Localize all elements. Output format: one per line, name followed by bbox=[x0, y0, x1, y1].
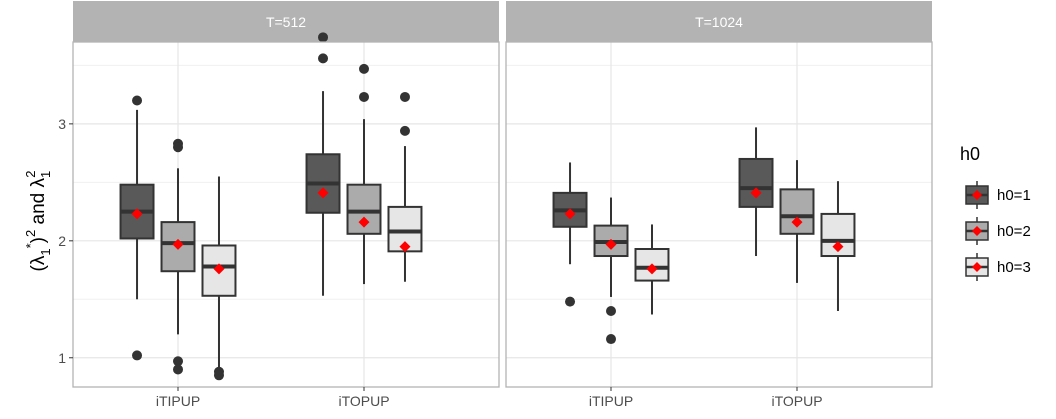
outlier-point bbox=[318, 32, 329, 43]
outlier-point bbox=[318, 53, 329, 64]
mean-marker bbox=[832, 241, 844, 253]
y-axis-title: (λ1*)2 and λ12 bbox=[23, 171, 53, 272]
box-iTOPUP-h0=3 bbox=[387, 91, 423, 282]
legend: h0 h0=1 h0=2 h0=3 bbox=[960, 144, 1031, 281]
legend-mean-marker bbox=[972, 226, 982, 236]
panel-strip bbox=[73, 1, 499, 42]
outlier-point bbox=[399, 91, 410, 102]
outlier-point bbox=[173, 356, 184, 367]
box-iTOPUP-h0=1 bbox=[305, 32, 341, 296]
legend-entry-h0=3: h0=3 bbox=[965, 253, 1031, 281]
outlier-point bbox=[213, 370, 224, 381]
mean-marker bbox=[750, 187, 762, 199]
panel-border bbox=[72, 41, 500, 388]
outlier-point bbox=[132, 95, 143, 106]
x-tick-label: iTOPUP bbox=[338, 393, 389, 409]
box-iTOPUP-h0=1 bbox=[738, 127, 774, 257]
box-body bbox=[160, 221, 196, 273]
box-iTIPUP-h0=2 bbox=[593, 197, 629, 345]
box-iTIPUP-h0=1 bbox=[552, 162, 588, 307]
x-tick-label: iTIPUP bbox=[156, 393, 200, 409]
legend-entry-h0=2: h0=2 bbox=[965, 217, 1031, 245]
box-body bbox=[738, 157, 774, 208]
x-tick-label: iTIPUP bbox=[589, 393, 633, 409]
mean-marker bbox=[213, 263, 225, 275]
legend-mean-marker bbox=[972, 262, 982, 272]
y-tick-label: 3 bbox=[58, 116, 66, 132]
mean-marker bbox=[399, 241, 411, 253]
outlier-point bbox=[399, 125, 410, 136]
mean-marker bbox=[646, 263, 658, 275]
outlier-point bbox=[565, 296, 576, 307]
outlier-point bbox=[606, 305, 617, 316]
legend-label: h0=2 bbox=[997, 223, 1031, 240]
outlier-point bbox=[606, 334, 617, 345]
box-iTOPUP-h0=2 bbox=[346, 63, 382, 285]
y-tick-label: 2 bbox=[58, 233, 66, 249]
panel-title: T=1024 bbox=[695, 14, 743, 30]
legend-label: h0=1 bbox=[997, 187, 1031, 204]
mean-marker bbox=[358, 216, 370, 228]
outlier-point bbox=[359, 63, 370, 74]
panel-strip bbox=[506, 1, 932, 42]
outlier-point bbox=[173, 142, 184, 153]
panel-1: T=1024 iTIPUP iTOPUP bbox=[505, 1, 933, 409]
mean-marker bbox=[172, 238, 184, 250]
panel-border bbox=[505, 41, 933, 388]
outlier-point bbox=[359, 91, 370, 102]
legend-mean-marker bbox=[972, 190, 982, 200]
box-iTIPUP-h0=3 bbox=[634, 224, 670, 315]
panel-title: T=512 bbox=[266, 14, 306, 30]
box-iTOPUP-h0=2 bbox=[779, 160, 815, 283]
box-iTIPUP-h0=3 bbox=[201, 176, 237, 381]
x-tick-label: iTOPUP bbox=[771, 393, 822, 409]
box-iTIPUP-h0=2 bbox=[160, 138, 196, 375]
panel-0: T=512 iTIPUP iTOPUP 1 2 3 bbox=[58, 1, 500, 409]
mean-marker bbox=[605, 238, 617, 250]
box-iTIPUP-h0=1 bbox=[119, 95, 155, 361]
box-body bbox=[346, 183, 382, 235]
box-iTOPUP-h0=3 bbox=[820, 181, 856, 311]
mean-marker bbox=[791, 216, 803, 228]
mean-marker bbox=[564, 208, 576, 220]
outlier-point bbox=[173, 364, 184, 375]
mean-marker bbox=[317, 187, 329, 199]
legend-label: h0=3 bbox=[997, 259, 1031, 276]
outlier-point bbox=[132, 350, 143, 361]
mean-marker bbox=[131, 208, 143, 220]
box-body bbox=[634, 248, 670, 282]
legend-title: h0 bbox=[960, 144, 980, 164]
y-tick-label: 1 bbox=[58, 350, 66, 366]
legend-entry-h0=1: h0=1 bbox=[965, 181, 1031, 209]
